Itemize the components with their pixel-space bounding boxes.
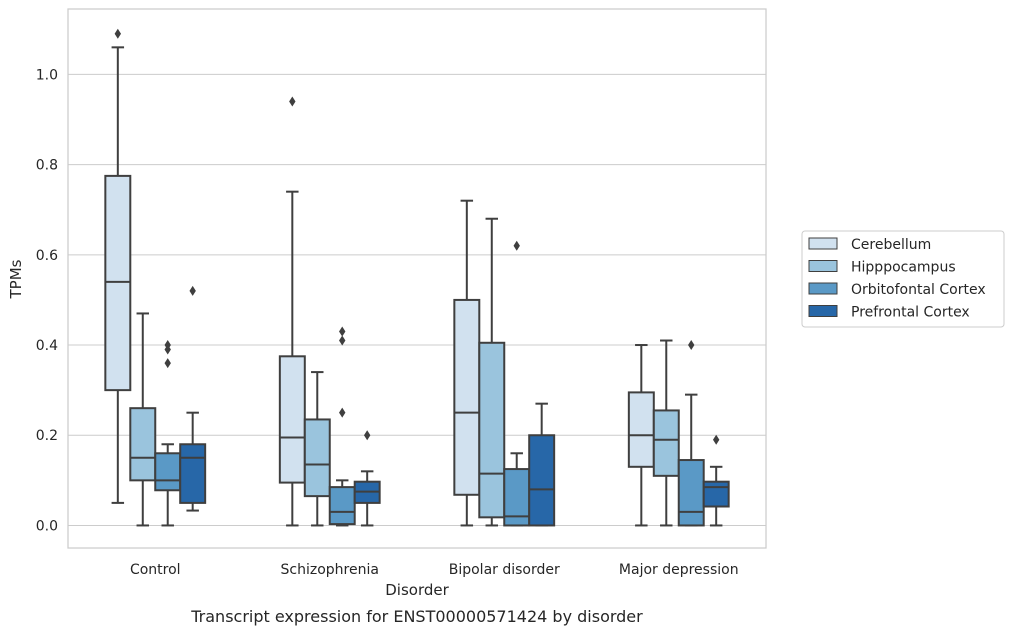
outlier-point: [164, 358, 171, 369]
box: [154, 452, 182, 492]
x-tick-label: Bipolar disorder: [449, 562, 560, 578]
outlier-point: [114, 28, 122, 39]
legend-swatch: [808, 282, 838, 295]
legend-swatch: [808, 237, 838, 250]
box: [702, 480, 730, 508]
box: [478, 341, 506, 519]
box: [677, 459, 705, 527]
legend: Cerebellum Hipppocampus Orbitofontal Corte…: [801, 230, 1005, 328]
box: [627, 391, 655, 468]
box-group: [528, 402, 556, 527]
box: [328, 486, 356, 526]
box-group: [353, 430, 381, 527]
box-group: [652, 339, 680, 527]
y-gridlines: [68, 73, 766, 526]
outlier-point: [339, 335, 346, 346]
legend-label: Hipppocampus: [851, 260, 956, 276]
box-group: [129, 312, 157, 527]
outlier-point: [164, 340, 171, 351]
outlier-point: [339, 326, 346, 337]
x-tick-label: Major depression: [619, 562, 739, 578]
legend-frame: [801, 230, 1005, 328]
box: [528, 434, 556, 527]
legend-label: Prefrontal Cortex: [851, 305, 970, 321]
box-group: [702, 434, 730, 527]
box-group: [104, 28, 132, 504]
box-group: [453, 199, 481, 527]
outlier-point: [289, 96, 296, 107]
box: [453, 298, 481, 496]
series-group: [129, 217, 680, 527]
box-group: [278, 96, 306, 527]
box: [104, 174, 132, 392]
x-tick-label: Control: [130, 562, 181, 578]
box-group: [303, 371, 331, 527]
outlier-point: [189, 285, 196, 296]
x-axis-label: Disorder: [385, 581, 449, 599]
legend-swatch: [808, 305, 838, 317]
y-tick-label: 0.8: [36, 158, 58, 174]
y-tick-label: 1.0: [36, 67, 58, 83]
box: [129, 407, 157, 482]
y-tick-label: 0.6: [36, 248, 58, 264]
box-group: [478, 217, 506, 527]
box: [652, 409, 680, 477]
box: [179, 443, 207, 504]
box-group: [179, 285, 207, 512]
legend-swatch: [808, 260, 838, 272]
outlier-point: [339, 407, 346, 418]
series-group: [104, 28, 655, 527]
y-tick-label: 0.2: [36, 428, 58, 444]
outlier-point: [363, 430, 371, 441]
box: [278, 355, 306, 484]
legend-label: Orbitofontal Cortex: [851, 282, 986, 298]
y-axis-label: TPMs: [7, 259, 25, 299]
box-group: [328, 326, 356, 527]
y-tick-label: 0.0: [36, 518, 58, 534]
x-tick-labels: Control Schizophrenia Bipolar disorder Majo…: [130, 562, 739, 578]
box: [303, 418, 331, 498]
x-tick-label: Schizophrenia: [281, 562, 379, 578]
series-group: [154, 240, 705, 527]
box-group: [677, 340, 705, 527]
box-series: [104, 28, 730, 527]
y-tick-label: 0.4: [36, 338, 58, 354]
y-tick-labels: 0.0 0.2 0.4 0.6 0.8 1.0: [36, 67, 58, 534]
plot-frame: [67, 8, 767, 549]
legend-label: Cerebellum: [851, 237, 931, 253]
outlier-point: [712, 434, 720, 445]
series-group: [179, 285, 730, 527]
chart-caption: Transcript expression for ENST0000057142…: [190, 607, 643, 626]
outlier-point: [688, 340, 695, 351]
outlier-point: [513, 240, 520, 251]
